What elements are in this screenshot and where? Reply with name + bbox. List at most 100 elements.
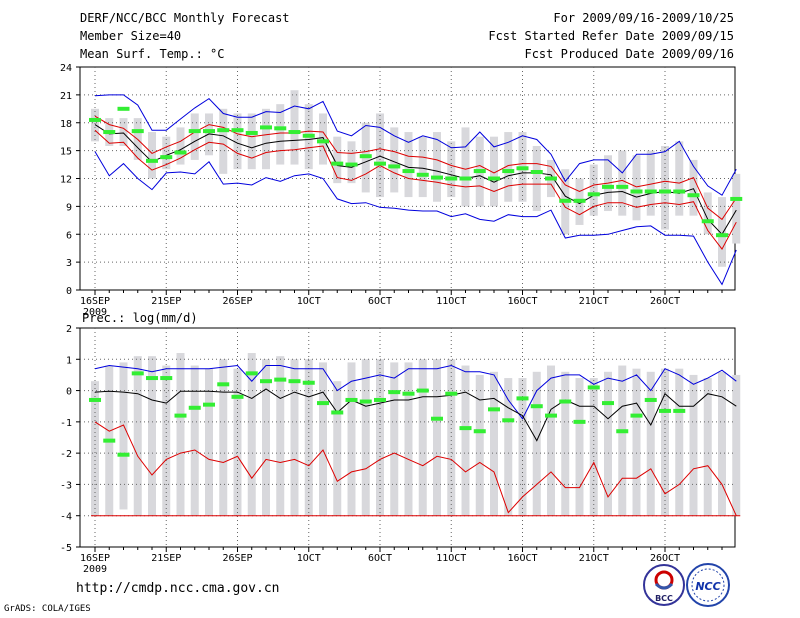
temp-xtick-label: 21SEP [151,296,181,307]
temp-ytick-label: 15 [60,147,72,158]
prec-analog-mark [146,376,158,381]
prec-analog-mark [416,388,429,393]
prec-xtick-label: 26SEP [222,553,252,564]
prec-analog-mark [245,371,258,376]
temp-ytick-label: 21 [60,91,72,102]
prec-box [632,368,641,516]
prec-box [205,368,213,516]
prec-analog-mark [174,413,187,418]
prec-upper-line [94,364,737,420]
prec-box [133,356,142,516]
prec-box [532,371,541,516]
temp-xtick-label: 21OCT [579,296,609,307]
temp-analog-mark [644,189,657,194]
temp-analog-mark [274,126,287,131]
temp-analog-mark [602,184,614,189]
temperature-panel: 0 3 6 9 12 15 18 21 24 16SEP 21SEP 26SEP 1OCT 6OCT 11O… [60,63,743,318]
prec-analog-mark [274,377,287,382]
prec-box [333,381,342,516]
temp-box [176,127,185,165]
prec-box [646,371,655,516]
temp-box [190,113,199,160]
prec-analog-mark [388,390,401,395]
temp-analog-mark [416,172,429,177]
temp-ytick-label: 9 [66,202,72,213]
temp-ytick-label: 24 [60,63,72,74]
prec-analog-mark [616,429,629,434]
temp-analog-mark [174,150,187,155]
temp-analog-mark [573,198,586,203]
prec-ytick-label: 0 [66,387,72,398]
prec-box [319,362,327,516]
temp-box [646,150,655,216]
prec-median-line [94,388,737,442]
prec-analog-mark [673,408,686,413]
temp-analog-mark [516,166,529,171]
prec-analog-mark [545,413,557,418]
temp-analog-mark [445,176,458,181]
prec-box [176,353,185,516]
prec-xtick-label: 21OCT [579,553,609,564]
prec-analog-mark [260,379,272,384]
prec-box [718,371,726,516]
prec-box [433,359,441,516]
temp-xtick-label: 11OCT [436,296,466,307]
temp-ytick-label: 3 [66,258,72,269]
prec-box [504,378,513,516]
header-right: For 2009/09/16-2009/10/25 Fcst Started R… [488,9,734,63]
produced-date: Fcst Produced Date 2009/09/16 [524,47,734,61]
temp-analog-mark [659,189,671,194]
prec-box [490,371,498,516]
prec-analog-mark [89,397,101,402]
prec-analog-mark [459,426,472,431]
prec-box [361,359,370,516]
temp-analog-mark [687,193,700,198]
temp-analog-mark [188,129,201,134]
prec-analog-mark [188,405,201,410]
prec-box [190,365,199,516]
variable-title: Mean Surf. Temp.: °C [80,47,225,61]
temp-analog-mark [459,176,472,181]
prec-xtick-label: 16OCT [507,553,537,564]
prec-xtick-label: 1OCT [297,553,321,564]
prec-box [675,368,684,516]
temp-analog-mark [616,184,629,189]
temp-box [433,132,441,202]
temp-box [504,132,513,202]
prec-box [732,374,741,516]
temp-analog-mark [288,130,301,135]
temp-analog-mark [374,161,386,166]
temp-ytick-label: 18 [60,119,72,130]
temp-lower-line [94,151,737,286]
prec-ytick-label: -2 [60,449,72,460]
temp-xtick-label: 6OCT [368,296,392,307]
source-url[interactable]: http://cmdp.ncc.cma.gov.cn [76,581,280,596]
temp-median-line [94,124,737,236]
prec-box [461,365,470,516]
prec-box [561,371,570,516]
prec-box [575,378,584,516]
prec-box [589,378,598,516]
temp-analog-mark [345,162,358,167]
temp-analog-mark [317,139,329,144]
temp-box [447,141,456,198]
temp-analog-mark [530,169,543,174]
prec-box [233,368,242,516]
prec-box [604,371,612,516]
temp-box [162,136,171,170]
temp-analog-mark [146,158,158,163]
temp-analog-mark [217,128,230,133]
prec-xtick-label: 21SEP [151,553,181,564]
prec-panel-title: Prec.: log(mm/d) [82,311,198,325]
temp-xtick-label: 26SEP [222,296,252,307]
temp-xtick-label: 1OCT [297,296,321,307]
temp-analog-mark [630,189,643,194]
temp-box [148,132,156,179]
temp-box [675,141,684,216]
prec-ytick-label: -1 [60,418,72,429]
prec-box [618,365,627,516]
temp-box [461,127,470,207]
prec-analog-mark [502,418,515,423]
temp-analog-mark [473,169,486,174]
prec-box [518,378,527,516]
